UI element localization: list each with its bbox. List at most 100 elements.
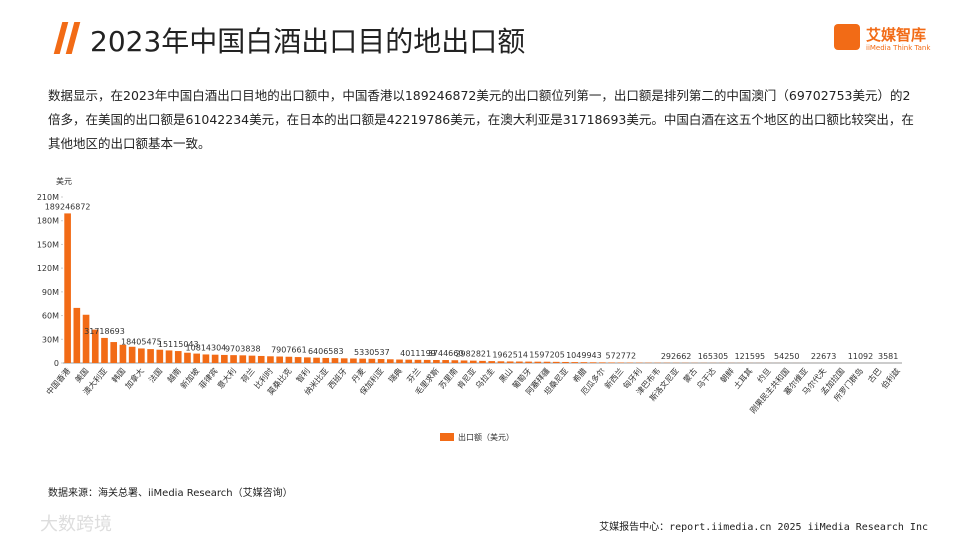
bar (543, 361, 551, 363)
x-tick-label: 黑山 (497, 366, 515, 385)
bar (138, 348, 145, 363)
legend-label: 出口额（美元） (458, 432, 514, 442)
y-tick-label: 150M (37, 240, 59, 249)
legend-swatch (440, 433, 454, 441)
value-label: 18405475 (121, 337, 162, 346)
bar (506, 361, 514, 363)
value-label: 54250 (774, 352, 799, 361)
y-tick-label: 180M (37, 217, 59, 226)
bar (451, 360, 459, 363)
value-label: 165305 (698, 352, 729, 361)
bar (599, 362, 606, 363)
bar (405, 359, 413, 363)
x-tick-label: 新西兰 (602, 366, 625, 391)
bar (479, 360, 486, 363)
x-tick-label: 菲律宾 (197, 366, 220, 391)
x-tick-label: 加拿大 (123, 366, 146, 391)
bar (239, 355, 247, 363)
footer: 艾媒报告中心：report.iimedia.cn 2025 iiMedia Re… (599, 522, 928, 533)
bar (110, 342, 118, 363)
x-tick-label: 希腊 (571, 366, 589, 385)
y-tick-label: 60M (42, 312, 59, 321)
bar (433, 359, 440, 363)
bar (350, 358, 357, 363)
x-tick-label: 美国 (73, 366, 91, 385)
bar (304, 357, 311, 363)
x-tick-label: 朝鲜 (718, 366, 736, 385)
bar (73, 307, 81, 363)
bar (276, 356, 283, 363)
y-tick-label: 30M (42, 335, 59, 344)
bar (460, 360, 468, 363)
logo: 艾媒智库 (866, 26, 927, 44)
x-tick-label: 法国 (146, 366, 164, 385)
bar (377, 359, 385, 363)
value-label: 1962514 (492, 350, 528, 359)
value-label: 7907661 (271, 346, 307, 355)
bar (257, 355, 265, 363)
bar (128, 346, 136, 363)
bar (469, 360, 477, 363)
bar (313, 357, 320, 363)
x-tick-label: 土耳其 (731, 366, 754, 391)
bar (82, 314, 90, 363)
bar (147, 349, 154, 363)
bar (221, 354, 228, 363)
bar (91, 329, 99, 363)
bar (396, 359, 403, 363)
watermark: 大数跨境 (40, 514, 112, 535)
bar (165, 350, 173, 363)
x-tick-label: 韩国 (110, 366, 128, 385)
bar (119, 344, 127, 363)
value-label: 189246872 (45, 202, 91, 211)
x-tick-label: 中国香港 (44, 366, 72, 397)
value-label: 10814304 (186, 343, 227, 352)
x-tick-label: 约旦 (755, 366, 773, 385)
title: 2023年中国白酒出口目的地出口额 (90, 25, 526, 58)
value-label: 31718693 (84, 327, 125, 336)
bar (580, 362, 588, 363)
bar (156, 349, 164, 363)
value-label: 5330537 (354, 348, 390, 357)
bar (608, 362, 615, 363)
bar (230, 355, 237, 363)
value-label: 292662 (661, 352, 692, 361)
bar (322, 357, 330, 363)
x-tick-label: 古巴 (866, 366, 884, 385)
y-axis-label: 美元 (56, 176, 72, 186)
bar (359, 358, 366, 363)
bar (386, 359, 394, 363)
bar (368, 358, 376, 363)
logo-icon (834, 24, 860, 50)
bar (552, 361, 560, 363)
value-label: 2982821 (455, 350, 491, 359)
x-tick-label: 蒙古 (681, 366, 699, 385)
y-tick-label: 0 (54, 359, 59, 368)
bar (497, 361, 505, 363)
x-tick-label: 丹麦 (349, 366, 367, 385)
y-tick-label: 120M (37, 264, 59, 273)
bar (516, 361, 523, 363)
x-tick-label: 瑞典 (386, 366, 404, 385)
x-tick-label: 伯利兹 (879, 366, 902, 391)
x-tick-label: 肯尼亚 (455, 366, 478, 391)
bar (64, 213, 71, 363)
bar (562, 361, 569, 363)
bar (193, 353, 201, 363)
value-label: 9703838 (225, 344, 261, 353)
source: 数据来源：海关总署、iiMedia Research（艾媒咨询） (48, 488, 293, 499)
bar (571, 362, 579, 363)
bar (340, 358, 348, 363)
x-tick-label: 乌干达 (694, 366, 717, 391)
bar (442, 360, 449, 363)
bar (488, 361, 496, 363)
x-tick-label: 荷兰 (239, 366, 257, 385)
x-tick-label: 乌拉圭 (473, 366, 496, 391)
value-label: 15115043 (158, 340, 199, 349)
bar (331, 358, 339, 363)
bar (174, 351, 182, 363)
bar (589, 362, 597, 363)
value-label: 121595 (735, 352, 766, 361)
